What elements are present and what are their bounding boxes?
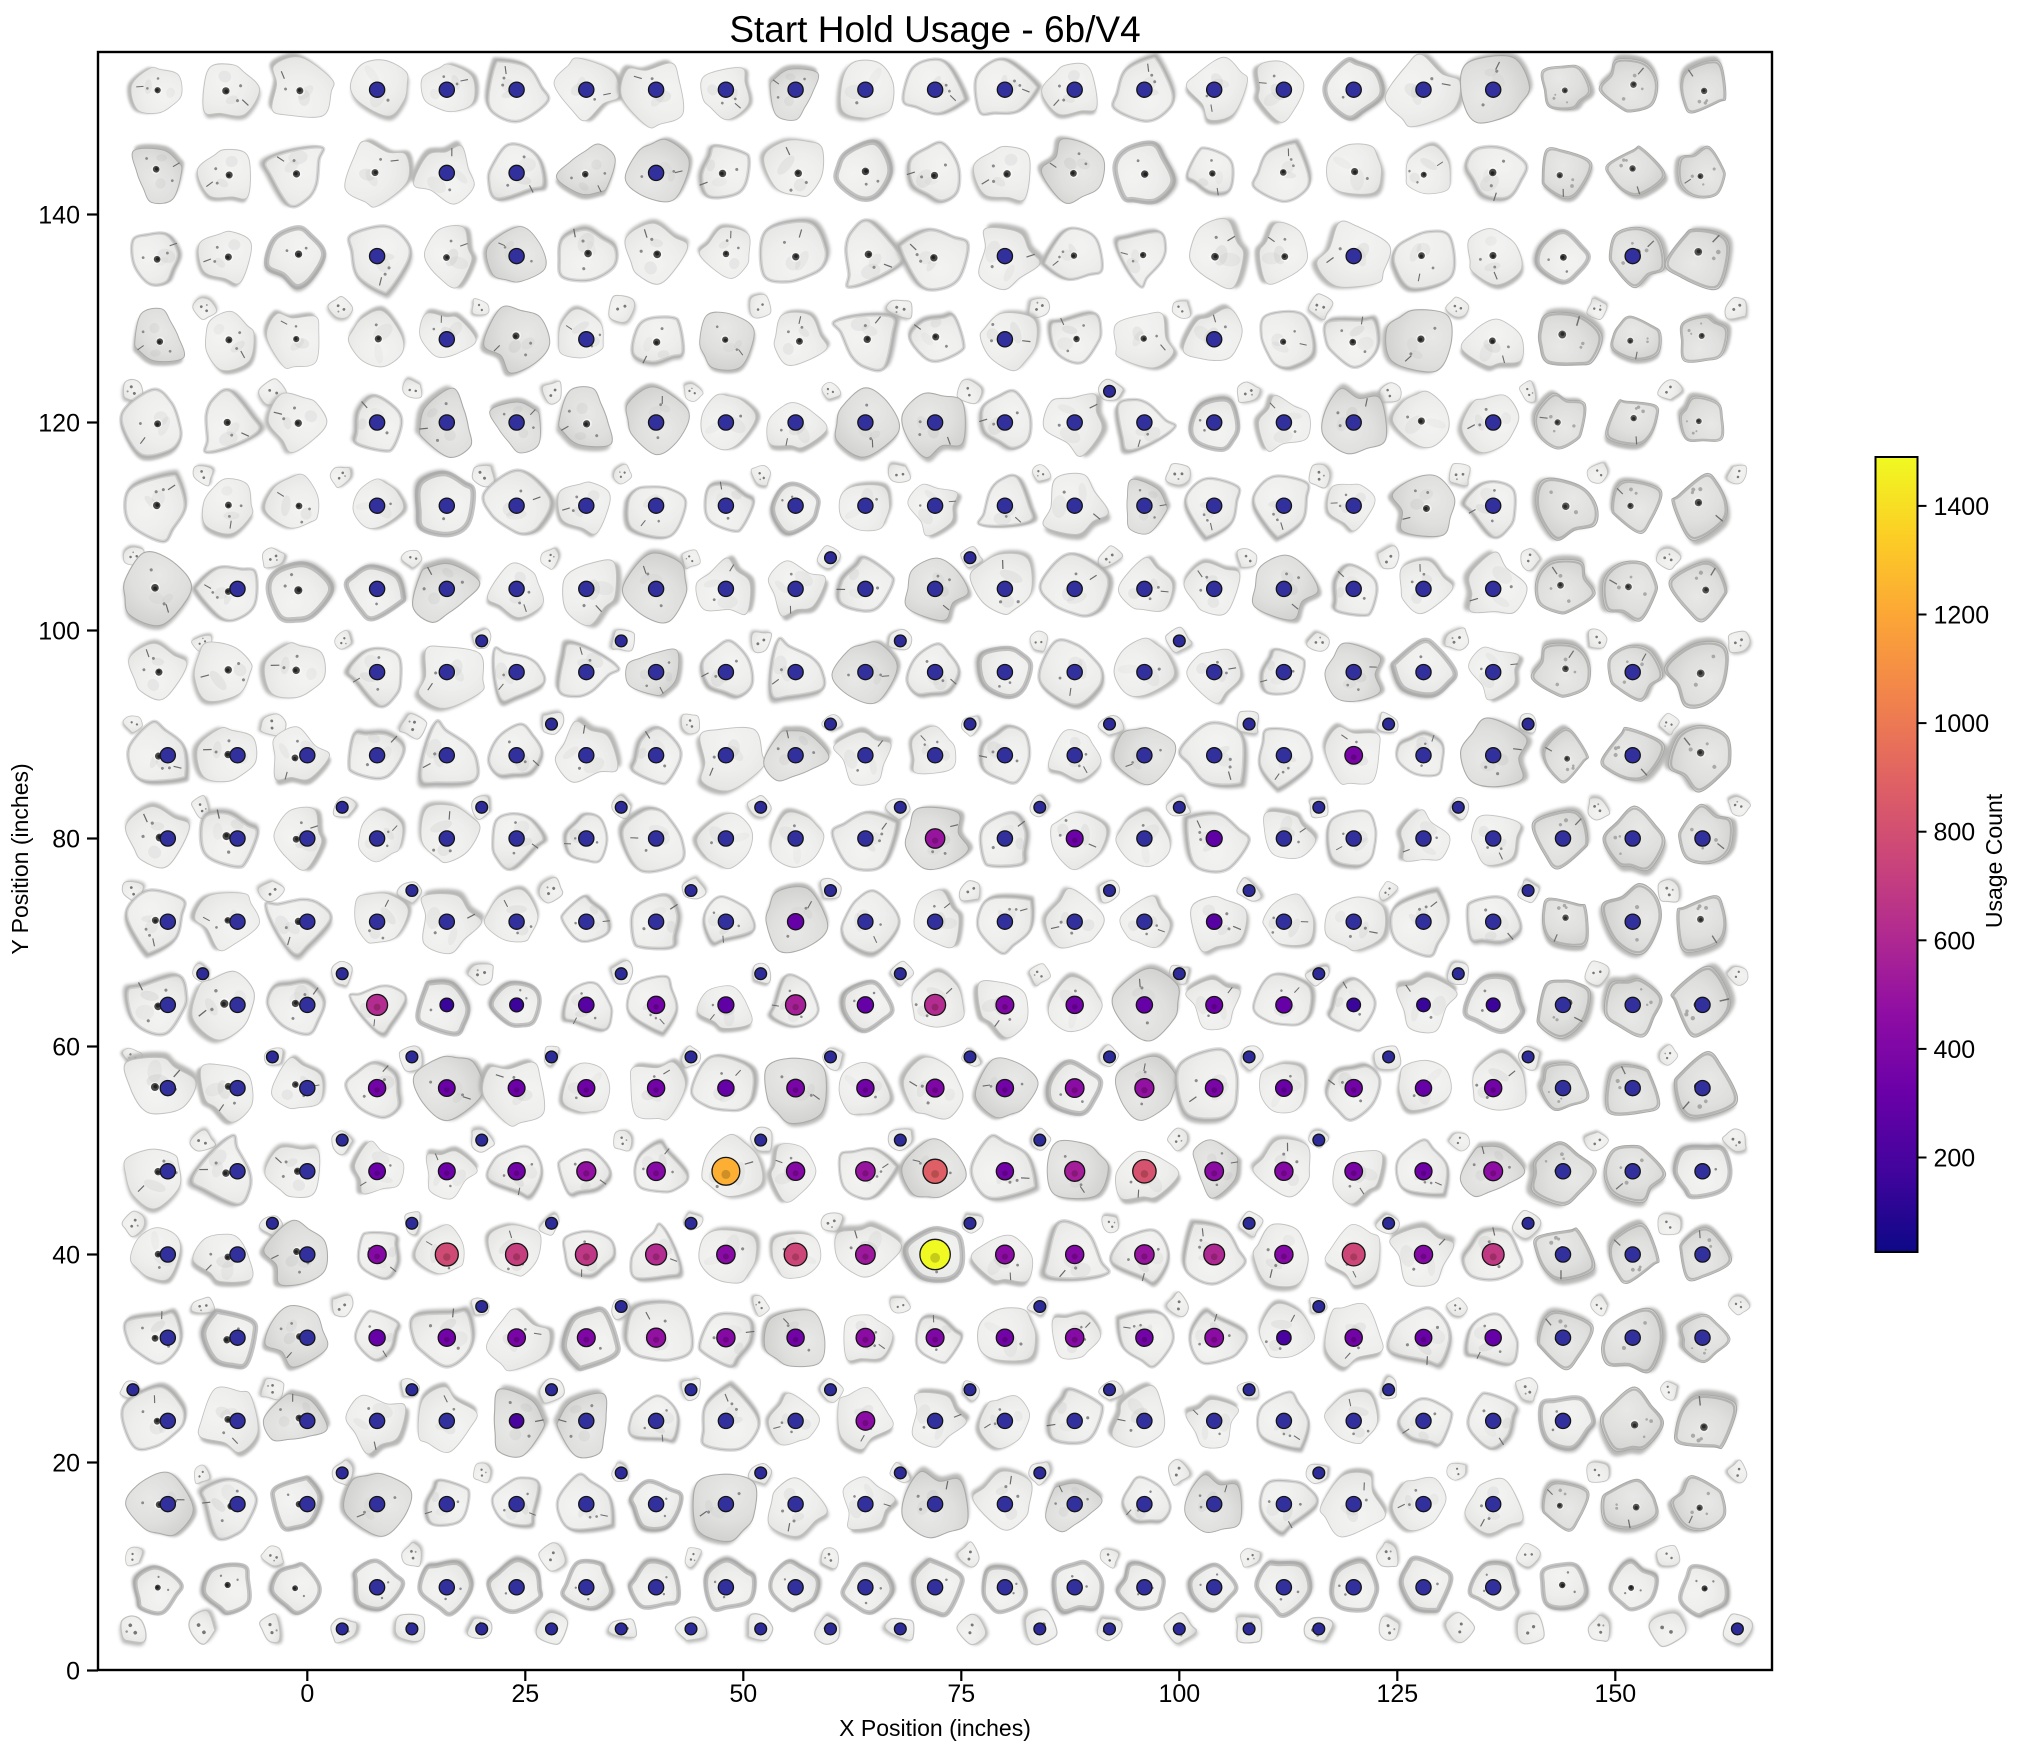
svg-text:0: 0 — [300, 1680, 314, 1708]
svg-text:1200: 1200 — [1934, 602, 1990, 630]
svg-text:25: 25 — [511, 1680, 539, 1708]
svg-text:800: 800 — [1934, 819, 1976, 847]
svg-text:200: 200 — [1934, 1145, 1976, 1173]
svg-text:80: 80 — [52, 826, 80, 854]
svg-text:Y Position (inches): Y Position (inches) — [7, 763, 33, 954]
svg-text:120: 120 — [38, 410, 80, 438]
svg-text:75: 75 — [947, 1680, 975, 1708]
svg-text:0: 0 — [66, 1658, 80, 1686]
svg-text:1400: 1400 — [1934, 493, 1990, 521]
svg-text:1000: 1000 — [1934, 710, 1990, 738]
svg-text:100: 100 — [38, 618, 80, 646]
svg-text:20: 20 — [52, 1450, 80, 1478]
svg-text:Start Hold Usage - 6b/V4: Start Hold Usage - 6b/V4 — [729, 9, 1140, 50]
svg-text:125: 125 — [1376, 1680, 1418, 1708]
svg-text:150: 150 — [1594, 1680, 1636, 1708]
svg-text:60: 60 — [52, 1034, 80, 1062]
svg-text:100: 100 — [1158, 1680, 1200, 1708]
svg-text:40: 40 — [52, 1242, 80, 1270]
svg-text:Usage Count: Usage Count — [1981, 793, 2007, 928]
svg-text:400: 400 — [1934, 1036, 1976, 1064]
svg-text:600: 600 — [1934, 927, 1976, 955]
svg-text:50: 50 — [729, 1680, 757, 1708]
svg-text:X Position (inches): X Position (inches) — [839, 1715, 1031, 1741]
svg-text:140: 140 — [38, 202, 80, 230]
